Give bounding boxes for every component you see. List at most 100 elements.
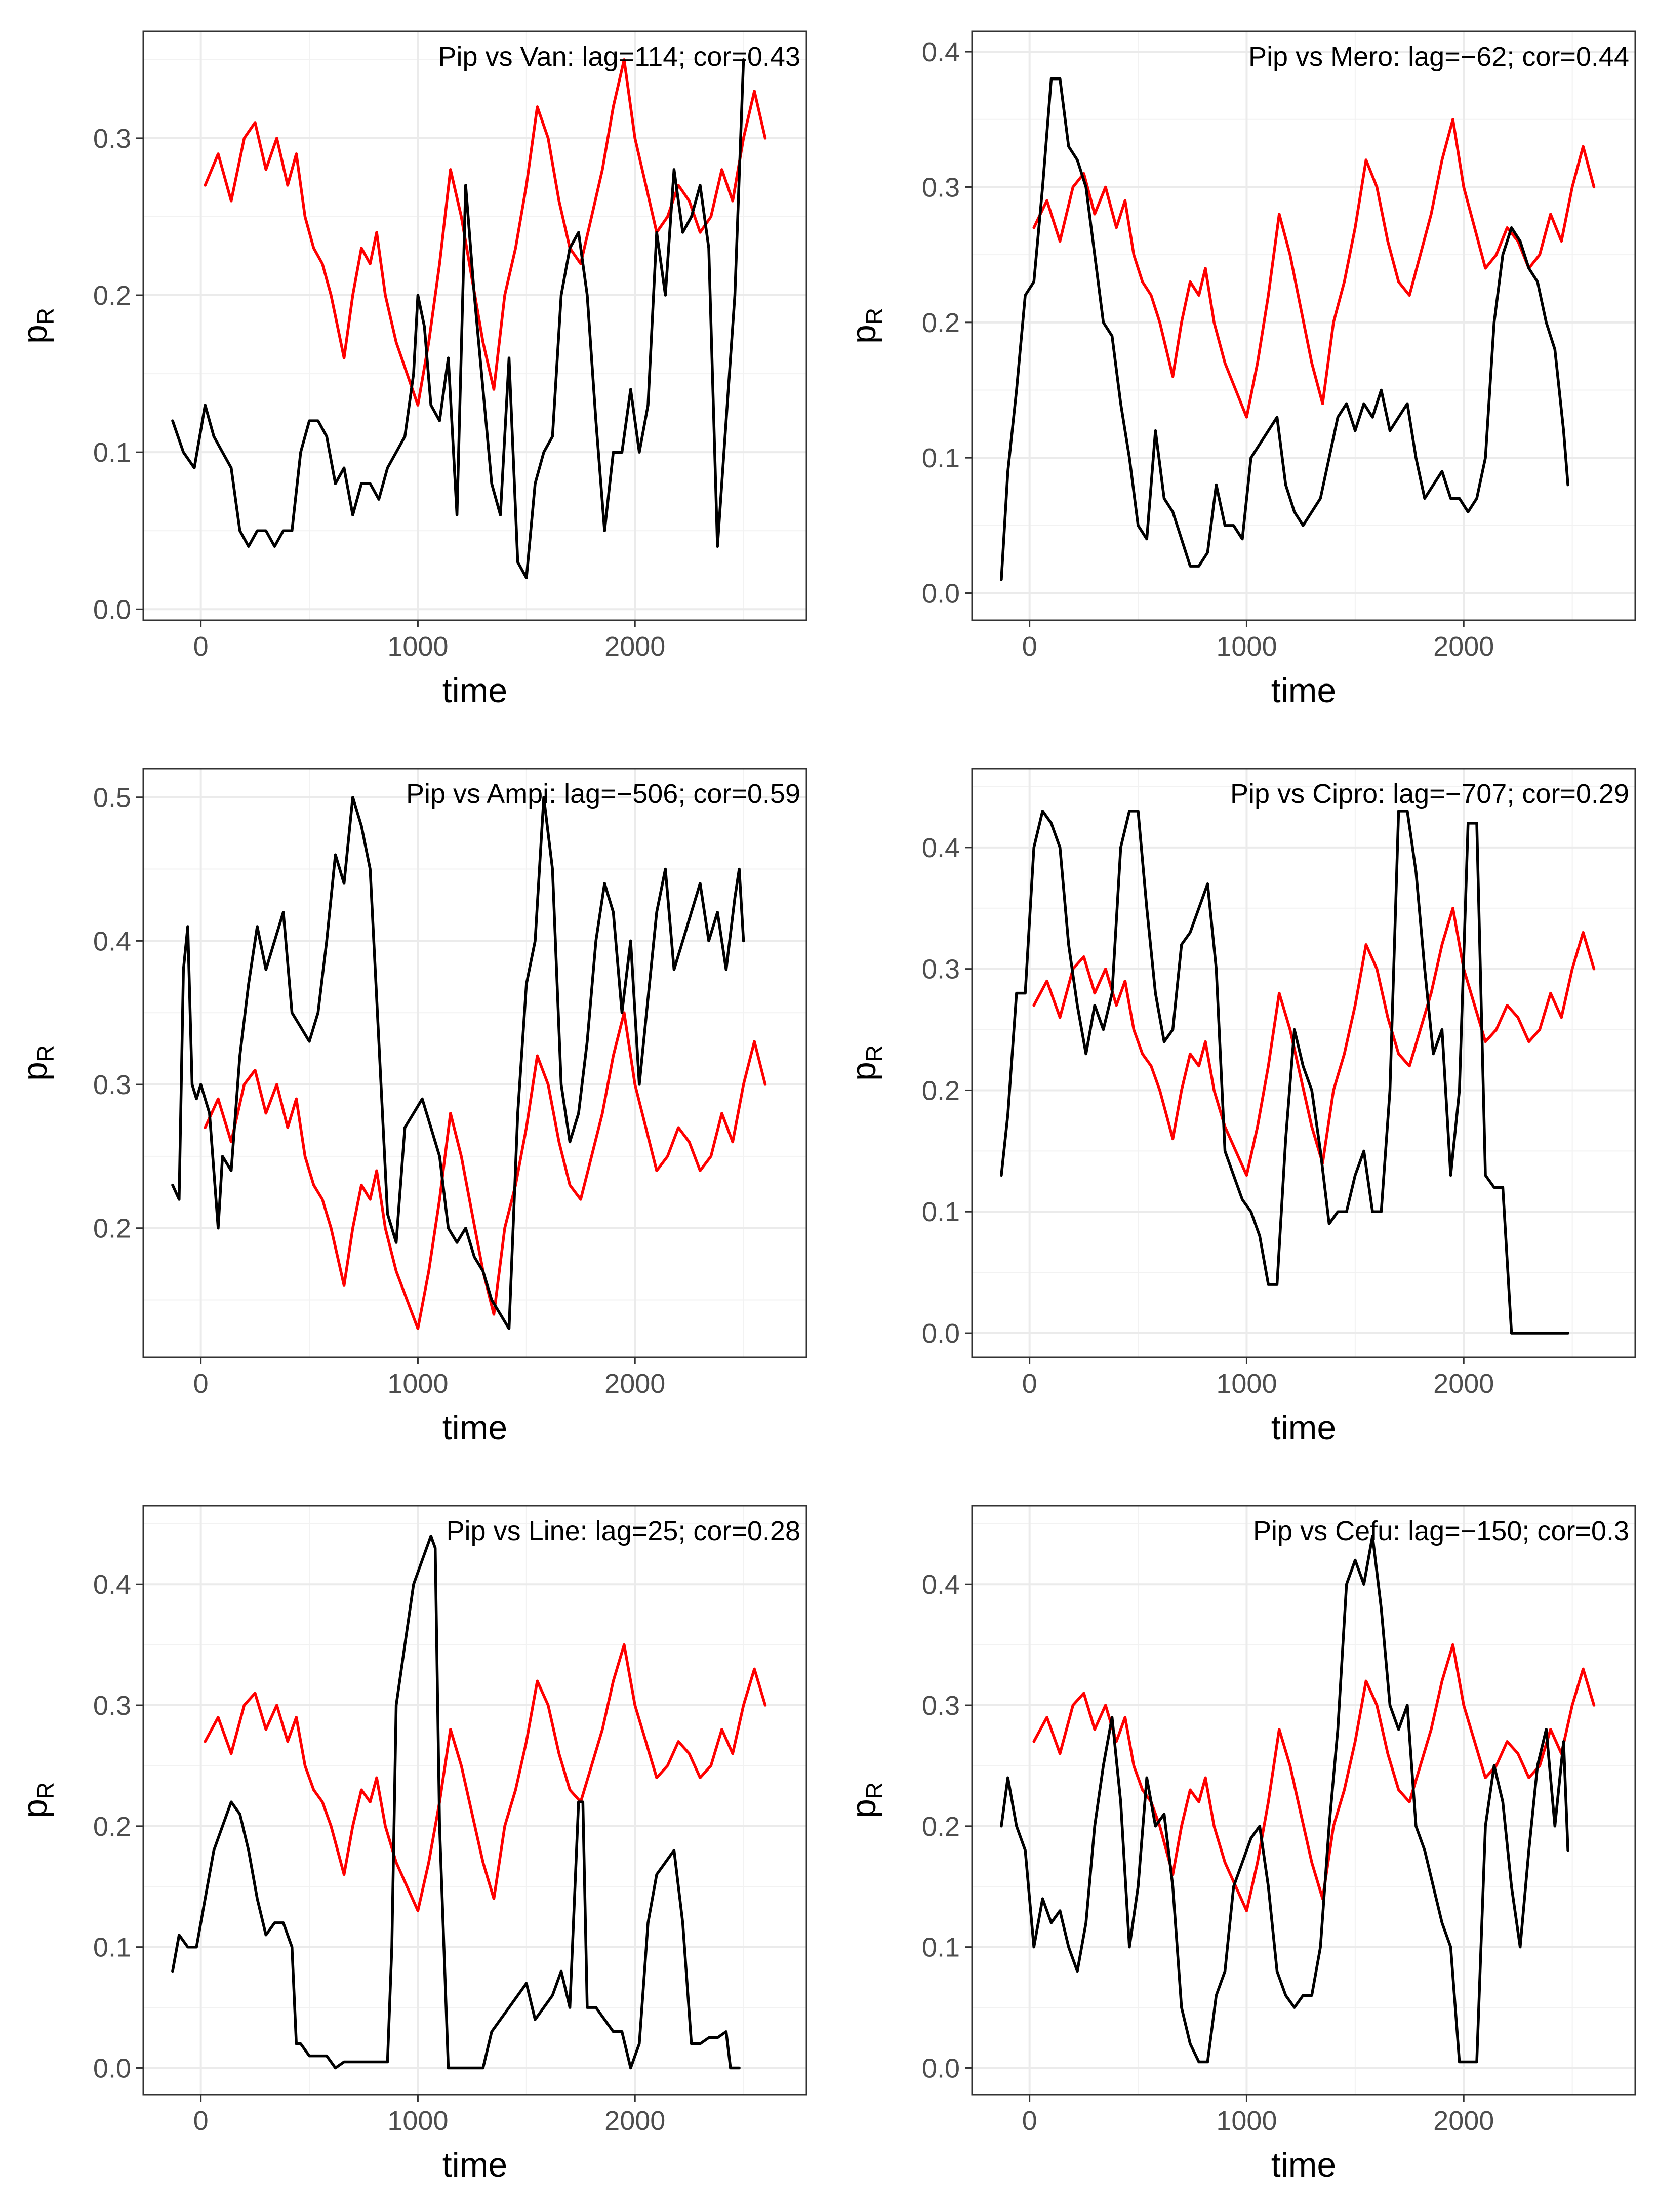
- y-tick-label: 0.2: [922, 1812, 960, 1842]
- y-tick-label: 0.3: [93, 1070, 131, 1100]
- series-line-pip: [1032, 118, 1596, 419]
- chart-panel-4: 0 1000 2000 0.0 0.1 0.2 0.3 0.4 time pR Pip vs Cip…: [829, 737, 1657, 1474]
- y-tick-label: 0.3: [93, 1691, 131, 1721]
- plot-background: [972, 1506, 1635, 2095]
- y-tick-label: 0.1: [922, 1933, 960, 1963]
- x-tick-label: 0: [193, 631, 209, 662]
- series-line-ampi: [171, 795, 745, 1331]
- plot-border: [971, 768, 1636, 1358]
- chart-svg: 0 1000 2000 0.0 0.1 0.2 0.3 0.4 time pR Pip vs Cef…: [844, 1505, 1636, 2184]
- y-tick-label: 0.0: [93, 2053, 131, 2083]
- y-tick-label: 0.2: [93, 280, 131, 311]
- y-axis-title-subscript: R: [32, 308, 59, 325]
- chart-panel-3: 0 1000 2000 0.2 0.3 0.4 0.5 time pR Pip vs Ampi: …: [0, 737, 829, 1474]
- y-tick-label: 0.4: [922, 833, 960, 863]
- y-tick-label: 0.2: [93, 1812, 131, 1842]
- x-axis-title: time: [442, 2146, 507, 2184]
- chart-svg: 0 1000 2000 0.0 0.1 0.2 0.3 time pR Pip vs Van: l…: [16, 30, 807, 710]
- chart-panel-5: 0 1000 2000 0.0 0.1 0.2 0.3 0.4 time pR Pip vs Lin…: [0, 1474, 829, 2211]
- plot-border: [971, 1505, 1636, 2096]
- y-tick-label: 0.4: [922, 37, 960, 67]
- series-line-pip: [1032, 1643, 1596, 1912]
- x-tick-label: 0: [1022, 2106, 1037, 2136]
- x-tick-label: 1000: [1216, 631, 1277, 662]
- y-axis-title: pR: [844, 1782, 887, 1818]
- y-axis-title: pR: [16, 1782, 59, 1818]
- chart-annotation: Pip vs Cefu: lag=−150; cor=0.3: [1253, 1516, 1629, 1546]
- x-tick-label: 1000: [1216, 1369, 1277, 1399]
- plot-border: [142, 1505, 807, 2096]
- y-axis-title-main: p: [16, 1799, 54, 1818]
- x-tick-label: 2000: [1433, 631, 1494, 662]
- series-line-pip: [1032, 907, 1596, 1177]
- plot-border: [142, 768, 807, 1358]
- y-tick-label: 0.4: [93, 1570, 131, 1600]
- x-axis-title: time: [442, 671, 507, 710]
- y-axis-title-main: p: [16, 1062, 54, 1081]
- chart-annotation: Pip vs Cipro: lag=−707; cor=0.29: [1230, 779, 1629, 809]
- y-tick-label: 0.5: [93, 783, 131, 813]
- plot-background: [143, 769, 806, 1357]
- y-axis-title-main: p: [844, 1062, 883, 1081]
- x-tick-label: 0: [193, 2106, 209, 2136]
- y-axis-title: pR: [16, 308, 59, 344]
- x-axis-title: time: [1271, 2146, 1336, 2184]
- series-line-pip: [204, 1011, 767, 1331]
- y-axis-title-subscript: R: [32, 1045, 59, 1062]
- chart-svg: 0 1000 2000 0.0 0.1 0.2 0.3 0.4 time pR Pip vs Cip…: [844, 768, 1636, 1447]
- x-tick-label: 0: [1022, 1369, 1037, 1399]
- x-tick-label: 0: [1022, 631, 1037, 662]
- y-axis-title-main: p: [844, 1799, 883, 1818]
- x-tick-label: 2000: [604, 631, 665, 662]
- y-tick-label: 0.0: [922, 579, 960, 609]
- x-tick-label: 1000: [387, 631, 448, 662]
- chart-svg: 0 1000 2000 0.0 0.1 0.2 0.3 0.4 time pR Pip vs Lin…: [16, 1505, 807, 2184]
- x-tick-label: 0: [193, 1369, 209, 1399]
- chart-annotation: Pip vs Line: lag=25; cor=0.28: [447, 1516, 800, 1546]
- y-tick-label: 0.2: [922, 1075, 960, 1106]
- y-axis-title: pR: [844, 1045, 887, 1081]
- y-axis-title-subscript: R: [861, 1782, 887, 1799]
- y-tick-label: 0.2: [922, 308, 960, 338]
- y-axis-title-subscript: R: [32, 1782, 59, 1799]
- chart-annotation: Pip vs Mero: lag=−62; cor=0.44: [1248, 42, 1629, 72]
- plot-background: [143, 1506, 806, 2095]
- x-axis-title: time: [1271, 671, 1336, 710]
- x-axis-title: time: [442, 1409, 507, 1447]
- y-axis-title: pR: [844, 308, 887, 344]
- y-tick-label: 0.4: [922, 1570, 960, 1600]
- x-tick-label: 1000: [387, 1369, 448, 1399]
- plot-border: [971, 30, 1636, 621]
- chart-svg: 0 1000 2000 0.2 0.3 0.4 0.5 time pR Pip vs Ampi: …: [16, 768, 807, 1447]
- y-tick-label: 0.1: [93, 437, 131, 468]
- y-axis-title: pR: [16, 1045, 59, 1081]
- series-line-mero: [1000, 77, 1569, 581]
- y-axis-title-subscript: R: [861, 1045, 887, 1062]
- chart-panel-6: 0 1000 2000 0.0 0.1 0.2 0.3 0.4 time pR Pip vs Cef…: [829, 1474, 1657, 2211]
- series-line-line: [171, 1534, 741, 2070]
- x-tick-label: 2000: [1433, 1369, 1494, 1399]
- x-axis-title: time: [1271, 1409, 1336, 1447]
- chart-panel-2: 0 1000 2000 0.0 0.1 0.2 0.3 0.4 time pR Pip vs Mer…: [829, 0, 1657, 737]
- y-tick-label: 0.3: [93, 124, 131, 154]
- y-tick-label: 0.0: [922, 2053, 960, 2083]
- y-tick-label: 0.3: [922, 172, 960, 203]
- y-axis-title-subscript: R: [861, 308, 887, 325]
- plot-border: [142, 30, 807, 621]
- plot-background: [143, 31, 806, 620]
- chart-panel-1: 0 1000 2000 0.0 0.1 0.2 0.3 time pR Pip vs Van: l…: [0, 0, 829, 737]
- chart-annotation: Pip vs Ampi: lag=−506; cor=0.59: [406, 779, 800, 809]
- series-line-pip: [204, 1643, 767, 1912]
- x-tick-label: 1000: [387, 2106, 448, 2136]
- y-tick-label: 0.1: [93, 1933, 131, 1963]
- y-axis-title-main: p: [844, 325, 883, 344]
- y-tick-label: 0.0: [93, 594, 131, 625]
- y-tick-label: 0.0: [922, 1318, 960, 1349]
- y-tick-label: 0.2: [93, 1214, 131, 1244]
- series-line-cefu: [1000, 1534, 1569, 2064]
- x-tick-label: 2000: [604, 2106, 665, 2136]
- y-tick-label: 0.1: [922, 1197, 960, 1227]
- y-tick-label: 0.1: [922, 443, 960, 473]
- chart-annotation: Pip vs Van: lag=114; cor=0.43: [438, 42, 800, 72]
